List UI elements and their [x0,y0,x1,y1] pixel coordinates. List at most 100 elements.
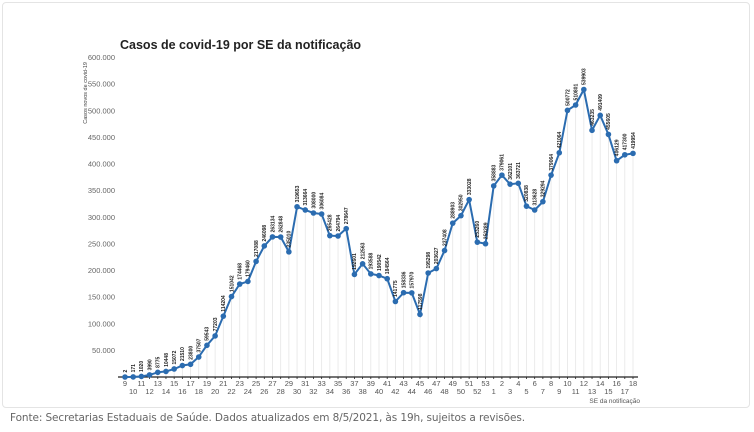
data-point [540,198,546,205]
data-label: 15072 [172,350,178,364]
data-point [458,212,464,219]
y-tick-label: 250.000 [88,239,115,248]
data-point [146,372,153,378]
data-point [482,240,489,247]
data-point [318,211,325,217]
y-tick-label: 200.000 [88,266,115,275]
data-label: 288903 [450,202,456,219]
data-label: 308000 [311,192,317,209]
x-tick-label: 18 [195,387,203,396]
data-point [507,181,513,187]
y-tick-label: 300.000 [88,213,115,222]
x-tick-label: 47 [432,379,440,388]
data-label: 313628 [532,189,538,206]
x-tick-label: 22 [227,387,235,396]
x-tick-label: 16 [178,387,186,396]
data-point [572,102,579,108]
x-tick-label: 51 [465,379,473,388]
data-point [589,127,595,134]
data-label: 2 [123,370,129,373]
y-tick-label: 500.000 [88,106,115,115]
y-tick-label: 550.000 [88,80,115,89]
y-tick-label: 400.000 [88,160,115,169]
data-point [384,275,390,282]
x-tick-label: 27 [268,379,276,388]
x-tick-label: 10 [563,379,571,388]
x-tick-label: 52 [473,387,481,396]
x-tick-label: 8 [549,379,553,388]
x-tick-label: 13 [154,379,162,388]
x-tick-label: 49 [449,379,457,388]
data-point [310,210,317,216]
x-tick-label: 16 [612,379,620,388]
data-label: 217088 [254,240,260,257]
x-tick-label: 32 [309,387,317,396]
data-point [195,354,202,360]
data-label: 235010 [287,231,293,248]
data-point [154,369,161,376]
data-point [236,281,243,287]
data-label: 246098 [262,225,268,242]
data-label: 379061 [500,154,506,171]
x-tick-label: 15 [170,379,178,388]
data-point [163,368,169,375]
data-point [245,278,251,285]
x-tick-label: 38 [358,387,366,396]
y-axis-label: Casos novos de covid-19 [83,62,89,124]
data-label: 302950 [459,194,465,211]
data-label: 319653 [295,185,301,202]
data-point [449,220,456,226]
x-tick-label: 45 [416,379,424,388]
x-tick-label: 5 [524,387,528,396]
data-label: 455605 [606,113,612,130]
data-point [294,203,300,210]
x-tick-label: 23 [236,379,244,388]
data-label: 320838 [524,185,530,202]
data-point [171,366,177,372]
x-tick-label: 53 [481,379,489,388]
x-tick-label: 20 [211,387,219,396]
data-label: 8775 [156,356,162,367]
data-label: 419954 [631,132,637,149]
data-label: 406129 [614,139,620,156]
x-tick-label: 11 [137,379,145,388]
x-tick-label: 39 [367,379,375,388]
x-tick-label: 24 [244,387,252,396]
x-tick-label: 41 [383,379,391,388]
data-label: 250289 [483,222,489,239]
data-label: 37507 [197,338,203,352]
data-point [368,271,374,277]
data-point [613,157,620,164]
chart-title: Casos de covid-19 por SE da notificação [120,38,361,52]
data-point [466,196,472,203]
x-tick-label: 6 [533,379,537,388]
x-tick-label: 48 [440,387,448,396]
y-tick-label: 50.000 [92,346,115,355]
x-tick-label: 12 [145,387,153,396]
x-tick-label: 14 [596,379,604,388]
data-point [359,261,366,267]
x-tick-label: 14 [162,387,170,396]
data-point [302,207,309,213]
data-point [138,373,145,380]
data-point [523,203,530,209]
data-label: 77203 [213,317,219,331]
data-label: 203627 [434,247,440,264]
data-label: 417300 [623,133,629,150]
data-label: 329294 [541,180,547,197]
data-point [548,172,554,178]
x-tick-label: 19 [203,379,211,388]
data-point [531,207,538,213]
x-tick-label: 4 [516,379,520,388]
data-label: 174468 [237,263,243,280]
y-tick-label: 600.000 [88,53,115,62]
x-tick-label: 44 [408,387,416,396]
data-point [499,172,505,178]
data-point [433,265,440,272]
data-point [327,232,333,239]
data-label: 262848 [279,216,285,233]
x-tick-label: 30 [293,387,301,396]
data-point [597,112,604,119]
y-tick-label: 350.000 [88,186,115,195]
